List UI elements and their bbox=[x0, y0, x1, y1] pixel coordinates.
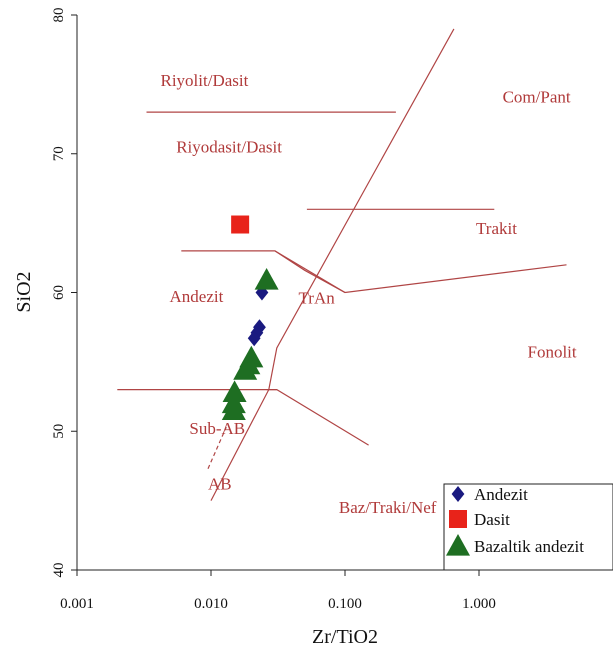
x-tick-label: 1.000 bbox=[462, 596, 496, 612]
bazaltik-andezit-point bbox=[254, 268, 279, 290]
field-label: Baz/Traki/Nef bbox=[339, 498, 437, 517]
legend: Andezit Dasit Bazaltik andezit bbox=[443, 483, 613, 571]
bazaltik-andezit-point bbox=[221, 398, 246, 421]
dasit-point bbox=[231, 215, 250, 234]
field-label: Trakit bbox=[476, 219, 517, 238]
legend-marker-0 bbox=[451, 486, 465, 502]
boundary-line-0 bbox=[210, 28, 455, 501]
legend-box bbox=[443, 483, 613, 571]
y-axis-title: SiO2 bbox=[13, 271, 35, 312]
y-tick-label: 80 bbox=[51, 8, 67, 23]
bazaltik-andezit-point bbox=[222, 380, 247, 402]
boundary-line-3 bbox=[181, 250, 567, 294]
field-label: Riyolit/Dasit bbox=[161, 71, 249, 90]
andezit-point bbox=[247, 330, 261, 347]
andezit-point bbox=[255, 284, 269, 301]
field-label: TrAn bbox=[299, 289, 336, 308]
legend-label: Bazaltik andezit bbox=[474, 537, 584, 556]
field-boundaries bbox=[117, 28, 567, 501]
boundary-dashed-line bbox=[207, 426, 227, 469]
x-axis-title: Zr/TiO2 bbox=[312, 626, 378, 648]
tick-marks: 0.001 0.010 0.100 1.000 40 50 60 70 80 bbox=[51, 8, 496, 613]
andezit-point bbox=[250, 324, 264, 341]
legend-marker-2 bbox=[446, 534, 470, 556]
bazaltik-andezit-point bbox=[233, 358, 258, 380]
boundary-line-4 bbox=[274, 250, 346, 294]
x-tick-label: 0.001 bbox=[60, 596, 94, 612]
x-tick-label: 0.100 bbox=[328, 596, 362, 612]
legend-label: Dasit bbox=[474, 510, 510, 529]
y-tick-label: 60 bbox=[51, 285, 67, 300]
y-tick-label: 40 bbox=[51, 563, 67, 578]
legend-marker-1 bbox=[449, 510, 467, 528]
y-tick-label: 70 bbox=[51, 146, 67, 161]
field-label: AB bbox=[208, 475, 232, 494]
field-label: Riyodasit/Dasit bbox=[176, 137, 282, 156]
field-labels: Riyolit/Dasit Com/Pant Riyodasit/Dasit Trak… bbox=[161, 71, 577, 517]
field-label: Com/Pant bbox=[503, 87, 571, 106]
legend-label: Andezit bbox=[474, 485, 528, 504]
x-tick-label: 0.010 bbox=[194, 596, 228, 612]
field-label: Fonolit bbox=[528, 343, 577, 362]
field-label: Andezit bbox=[170, 287, 224, 306]
y-tick-label: 50 bbox=[51, 424, 67, 439]
data-points bbox=[221, 215, 279, 421]
field-label: Sub-AB bbox=[189, 419, 245, 438]
